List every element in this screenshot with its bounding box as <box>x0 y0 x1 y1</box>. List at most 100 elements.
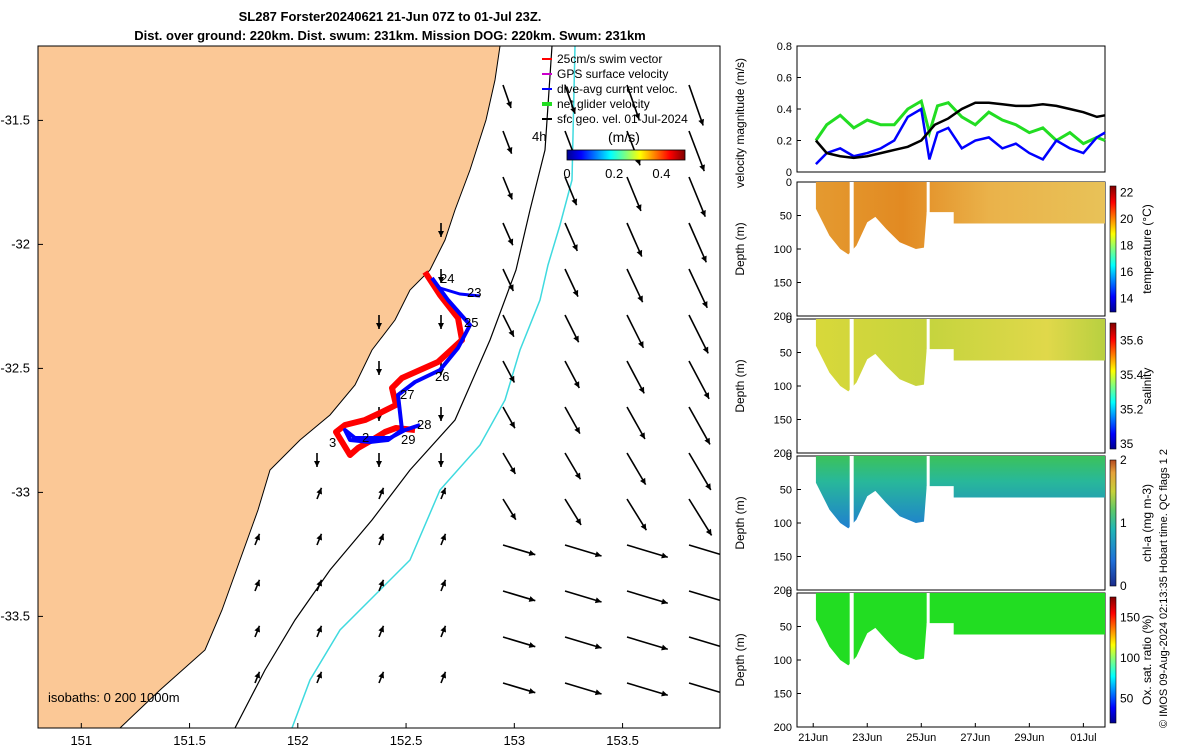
map-xtick-label: 152.5 <box>390 733 423 748</box>
velocity-arrowhead <box>509 421 515 429</box>
velocity-arrowhead <box>661 598 668 605</box>
section-colorbar <box>1109 459 1117 587</box>
colorbar-tick-label: 35.2 <box>1120 402 1144 416</box>
velocity-arrow <box>688 222 708 263</box>
velocity-arrowhead <box>510 512 516 520</box>
speed-colorbar: (m/s) 0 0.2 0.4 <box>563 129 686 181</box>
velocity-arrowhead <box>572 289 579 297</box>
velocity-arrowhead <box>594 551 602 558</box>
depth-tick-label: 0 <box>786 177 792 189</box>
section-gap <box>849 456 854 529</box>
velocity-arrowhead <box>769 398 774 405</box>
track-blue-branch <box>439 286 481 298</box>
velocity-arrowhead <box>640 523 647 531</box>
velocity-arrow <box>626 360 645 394</box>
velocity-arrow <box>626 544 669 558</box>
section-gap <box>849 319 854 392</box>
velocity-arrowhead <box>636 249 643 257</box>
map-xtick-label: 151.5 <box>173 733 206 748</box>
depth-tick-label: 200 <box>774 311 792 323</box>
velocity-arrowhead <box>316 625 323 633</box>
colorbar-tick-label: 2 <box>1120 453 1127 467</box>
depth-axis-label: Depth (m) <box>733 633 747 686</box>
velocity-arrow <box>688 452 712 491</box>
velocity-arrowhead <box>704 437 710 445</box>
velocity-arrow <box>751 407 775 450</box>
colorbar-label: temperature (°C) <box>1140 204 1154 294</box>
vel-ytick-label: 0.2 <box>777 136 792 148</box>
legend-entry: GPS surface velocity <box>557 67 668 81</box>
map-xtick-label: 151 <box>70 733 92 748</box>
velocity-arrowhead <box>440 533 447 541</box>
date-tick-label: 25Jun <box>906 732 936 744</box>
velocity-arrowhead <box>254 625 261 633</box>
velocity-arrowhead <box>508 284 514 291</box>
velocity-arrowhead <box>528 688 536 694</box>
section-colorbar <box>1109 596 1117 724</box>
section-panel: 0 50 100 150 200 Depth (m) 0 1 2 chl-a (mg m-3) <box>733 451 1154 597</box>
section-gap <box>849 593 854 666</box>
velocity-arrowhead <box>528 642 536 648</box>
depth-axis-label: Depth (m) <box>733 222 747 275</box>
track-day-label: 29 <box>401 432 415 447</box>
map-ytick-label: -32.5 <box>0 360 30 375</box>
velocity-arrow <box>626 84 640 120</box>
velocity-arrowhead <box>661 552 668 559</box>
velocity-arrowhead <box>701 255 707 263</box>
velocity-arrowhead <box>594 597 602 604</box>
map-xtick-label: 153.5 <box>606 733 639 748</box>
velocity-arrow <box>626 268 644 303</box>
velocity-arrowhead <box>506 147 513 154</box>
velocity-arrowhead <box>316 533 323 541</box>
geostrophic-velocity-arrows <box>254 84 777 698</box>
velocity-series-line <box>815 107 1106 166</box>
legend-entry: net glider velocity <box>557 97 650 111</box>
depth-tick-label: 50 <box>780 622 792 634</box>
depth-tick-label: 200 <box>774 722 792 734</box>
colorbar-label: Ox. sat. ratio (%) <box>1140 615 1154 705</box>
velocity-arrow <box>688 268 708 309</box>
map-ytick-label: -33 <box>11 484 30 499</box>
colorbar-tick-label: 14 <box>1120 292 1134 306</box>
velocity-arrowhead <box>507 192 513 200</box>
velocity-arrowhead <box>700 210 706 217</box>
velocity-arrowhead <box>316 671 323 679</box>
legend-entry: 25cm/s swim vector <box>557 52 662 66</box>
velocity-arrowhead <box>438 461 444 467</box>
velocity-arrowhead <box>314 461 320 467</box>
velocity-arrowhead <box>638 386 645 394</box>
velocity-arrowhead <box>378 671 385 679</box>
track-day-label: 4h <box>532 129 546 144</box>
depth-tick-label: 150 <box>774 415 792 427</box>
speed-colorbar-tick: 0.2 <box>605 166 623 181</box>
velocity-arrowhead <box>727 554 734 560</box>
colorbar-label: chl-a (mg m-3) <box>1140 484 1154 562</box>
velocity-ylabel: velocity magnitude (m/s) <box>733 58 747 188</box>
section-colorbar <box>1109 185 1117 313</box>
velocity-arrowhead <box>727 692 734 698</box>
velocity-arrow <box>751 85 767 131</box>
velocity-arrowhead <box>699 164 705 172</box>
section-gap <box>926 456 930 522</box>
velocity-arrow <box>688 360 710 400</box>
depth-tick-label: 200 <box>774 585 792 597</box>
section-gap <box>926 319 930 385</box>
colorbar-tick-label: 35 <box>1120 437 1134 451</box>
date-tick-label: 27Jun <box>960 732 990 744</box>
velocity-arrowhead <box>765 216 771 223</box>
depth-tick-label: 100 <box>774 655 792 667</box>
velocity-arrowhead <box>771 534 777 541</box>
velocity-arrowhead <box>438 231 444 237</box>
velocity-arrow <box>626 406 646 440</box>
track-day-label: 27 <box>400 387 414 402</box>
map-axis-ticks: 151 151.5 152 152.5 153 153.5 -31.5 -32 -32.5 -33… <box>0 112 638 748</box>
velocity-arrowhead <box>574 426 580 434</box>
depth-axis-label: Depth (m) <box>733 496 747 549</box>
map-panel: 151 151.5 152 152.5 153 153.5 -31.5 -32 -32.5 -33… <box>0 45 777 748</box>
velocity-arrowhead <box>440 487 447 495</box>
vel-ytick-label: 0.8 <box>777 41 792 53</box>
map-ytick-label: -32 <box>11 236 30 251</box>
velocity-arrow <box>688 130 705 172</box>
